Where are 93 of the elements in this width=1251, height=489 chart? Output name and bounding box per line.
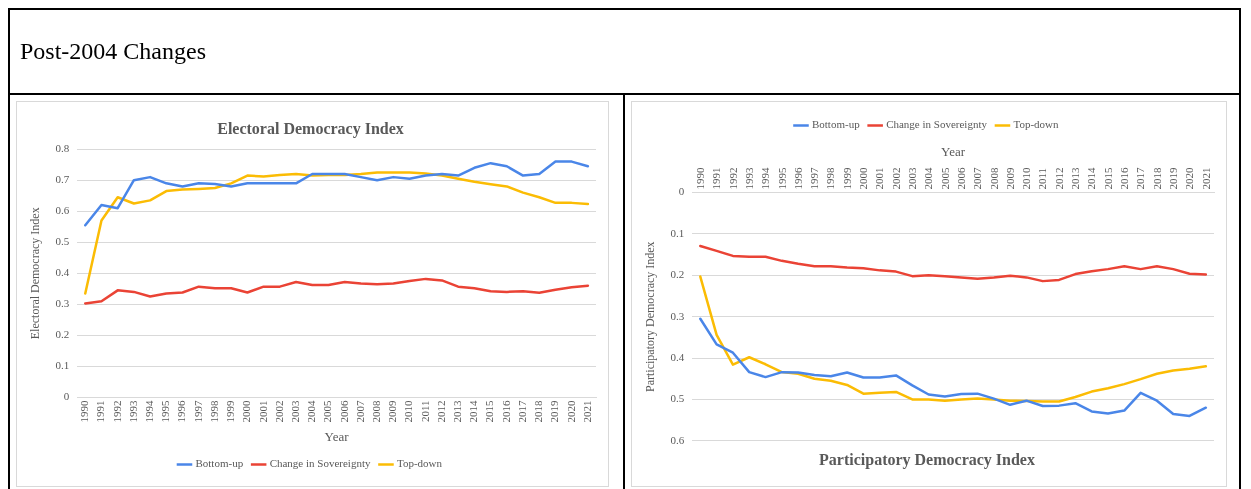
x-tick-label: 2003 — [906, 167, 918, 190]
x-tick-label: 1990 — [693, 167, 706, 190]
x-tick-label: 1999 — [224, 399, 237, 423]
x-tick-label: 2013 — [1069, 167, 1082, 190]
x-tick-label: 1996 — [791, 167, 804, 190]
x-tick-label: 1992 — [726, 167, 739, 190]
x-tick-label: 1998 — [824, 167, 837, 190]
x-axis-title: Year — [941, 144, 966, 160]
x-tick-label: 2003 — [288, 399, 301, 423]
x-tick-label: 2009 — [1003, 167, 1016, 190]
y-tick-label: 0.2 — [670, 268, 685, 281]
x-tick-label: 2021 — [1199, 167, 1212, 190]
x-tick-label: 1997 — [191, 399, 204, 423]
x-tick-label: 2006 — [954, 167, 967, 190]
y-tick-label: 0.3 — [670, 309, 685, 322]
x-tick-label: 1995 — [775, 167, 788, 190]
y-tick-label: 0.1 — [670, 226, 685, 239]
y-tick-label: 0.5 — [55, 235, 70, 248]
x-tick-label: 2000 — [240, 399, 253, 423]
y-tick-label: 0.5 — [670, 392, 685, 405]
x-tick-label: 2008 — [987, 167, 1000, 190]
x-tick-label: 2020 — [564, 399, 577, 423]
legend-label: Change in Sovereignty — [269, 457, 371, 470]
x-tick-label: 2002 — [889, 167, 902, 190]
y-tick-label: 0.2 — [55, 328, 70, 341]
x-tick-label: 2014 — [1085, 167, 1098, 190]
x-tick-label: 2001 — [873, 167, 886, 190]
x-tick-label: 2000 — [857, 167, 870, 190]
legend-label: Change in Sovereignty — [886, 118, 988, 131]
chart-title: Electoral Democracy Index — [217, 119, 404, 138]
x-tick-label: 2016 — [1118, 167, 1130, 190]
x-tick-label: 2015 — [1101, 167, 1114, 190]
y-tick-label: 0.1 — [55, 359, 70, 372]
x-tick-label: 1992 — [110, 400, 123, 423]
y-tick-label: 0 — [678, 185, 685, 198]
x-tick-label: 2007 — [353, 399, 366, 423]
x-tick-label: 1998 — [207, 399, 220, 423]
x-tick-label: 1999 — [840, 167, 853, 190]
legend-label: Bottom-up — [811, 118, 861, 131]
x-tick-label: 2011 — [418, 400, 431, 422]
x-axis-title: Year — [324, 428, 350, 444]
y-tick-label: 0 — [63, 390, 70, 403]
x-tick-label: 2011 — [1036, 168, 1049, 190]
x-tick-label: 1994 — [759, 167, 772, 190]
x-tick-label: 2015 — [483, 399, 496, 423]
x-tick-label: 2014 — [467, 399, 480, 423]
x-tick-label: 2002 — [272, 400, 285, 423]
y-tick-label: 0.6 — [55, 204, 70, 217]
y-tick-label: 0.6 — [670, 433, 685, 446]
x-tick-label: 1990 — [78, 399, 91, 423]
y-tick-label: 0.3 — [55, 297, 70, 310]
text: Post-2004 Changes — [10, 10, 1239, 95]
x-tick-label: 2009 — [386, 399, 399, 423]
text: Participatory Democracy Index — [819, 450, 1035, 469]
x-tick-label: 1991 — [94, 400, 107, 423]
x-tick-label: 2017 — [515, 399, 528, 423]
x-tick-label: 2018 — [532, 399, 545, 423]
x-tick-label: 2016 — [499, 399, 512, 423]
x-tick-label: 1996 — [175, 399, 188, 423]
x-tick-label: 1993 — [742, 167, 755, 190]
x-tick-label: 2008 — [370, 399, 382, 423]
x-tick-label: 2005 — [321, 399, 334, 423]
y-tick-label: 0.4 — [55, 266, 70, 279]
x-tick-label: 2007 — [971, 167, 984, 190]
x-tick-label: 2012 — [434, 400, 447, 423]
x-tick-label: 2019 — [548, 399, 561, 423]
legend-label: Bottom-up — [195, 457, 244, 470]
x-tick-label: 2020 — [1183, 167, 1196, 190]
x-tick-label: 2010 — [1020, 167, 1033, 190]
x-tick-label: 2019 — [1166, 167, 1179, 190]
legend-label: Top-down — [396, 457, 443, 470]
legend-label: Top-down — [1013, 118, 1060, 131]
x-tick-label: 1997 — [808, 167, 821, 190]
x-tick-label: 2018 — [1150, 167, 1163, 190]
x-tick-label: 2004 — [922, 167, 935, 190]
x-tick-label: 1995 — [159, 399, 172, 423]
x-tick-label: 2004 — [305, 399, 318, 423]
y-axis-title: Participatory Democracy Index — [643, 241, 658, 392]
x-tick-label: 1994 — [143, 399, 155, 423]
x-tick-label: 2001 — [256, 400, 269, 423]
y-axis-title: Electoral Democracy Index — [28, 207, 43, 340]
x-tick-label: 2006 — [337, 399, 350, 423]
x-tick-label: 2012 — [1052, 167, 1065, 190]
y-tick-label: 0.7 — [55, 173, 70, 186]
x-tick-label: 2013 — [451, 399, 464, 423]
x-tick-label: 2010 — [402, 399, 415, 423]
x-tick-label: 2021 — [580, 400, 593, 423]
x-tick-label: 1991 — [710, 167, 723, 190]
x-tick-label: 2017 — [1134, 167, 1147, 190]
y-tick-label: 0.8 — [55, 142, 70, 155]
x-tick-label: 1993 — [126, 399, 139, 423]
x-tick-label: 2005 — [938, 167, 951, 190]
y-tick-label: 0.4 — [670, 350, 685, 363]
